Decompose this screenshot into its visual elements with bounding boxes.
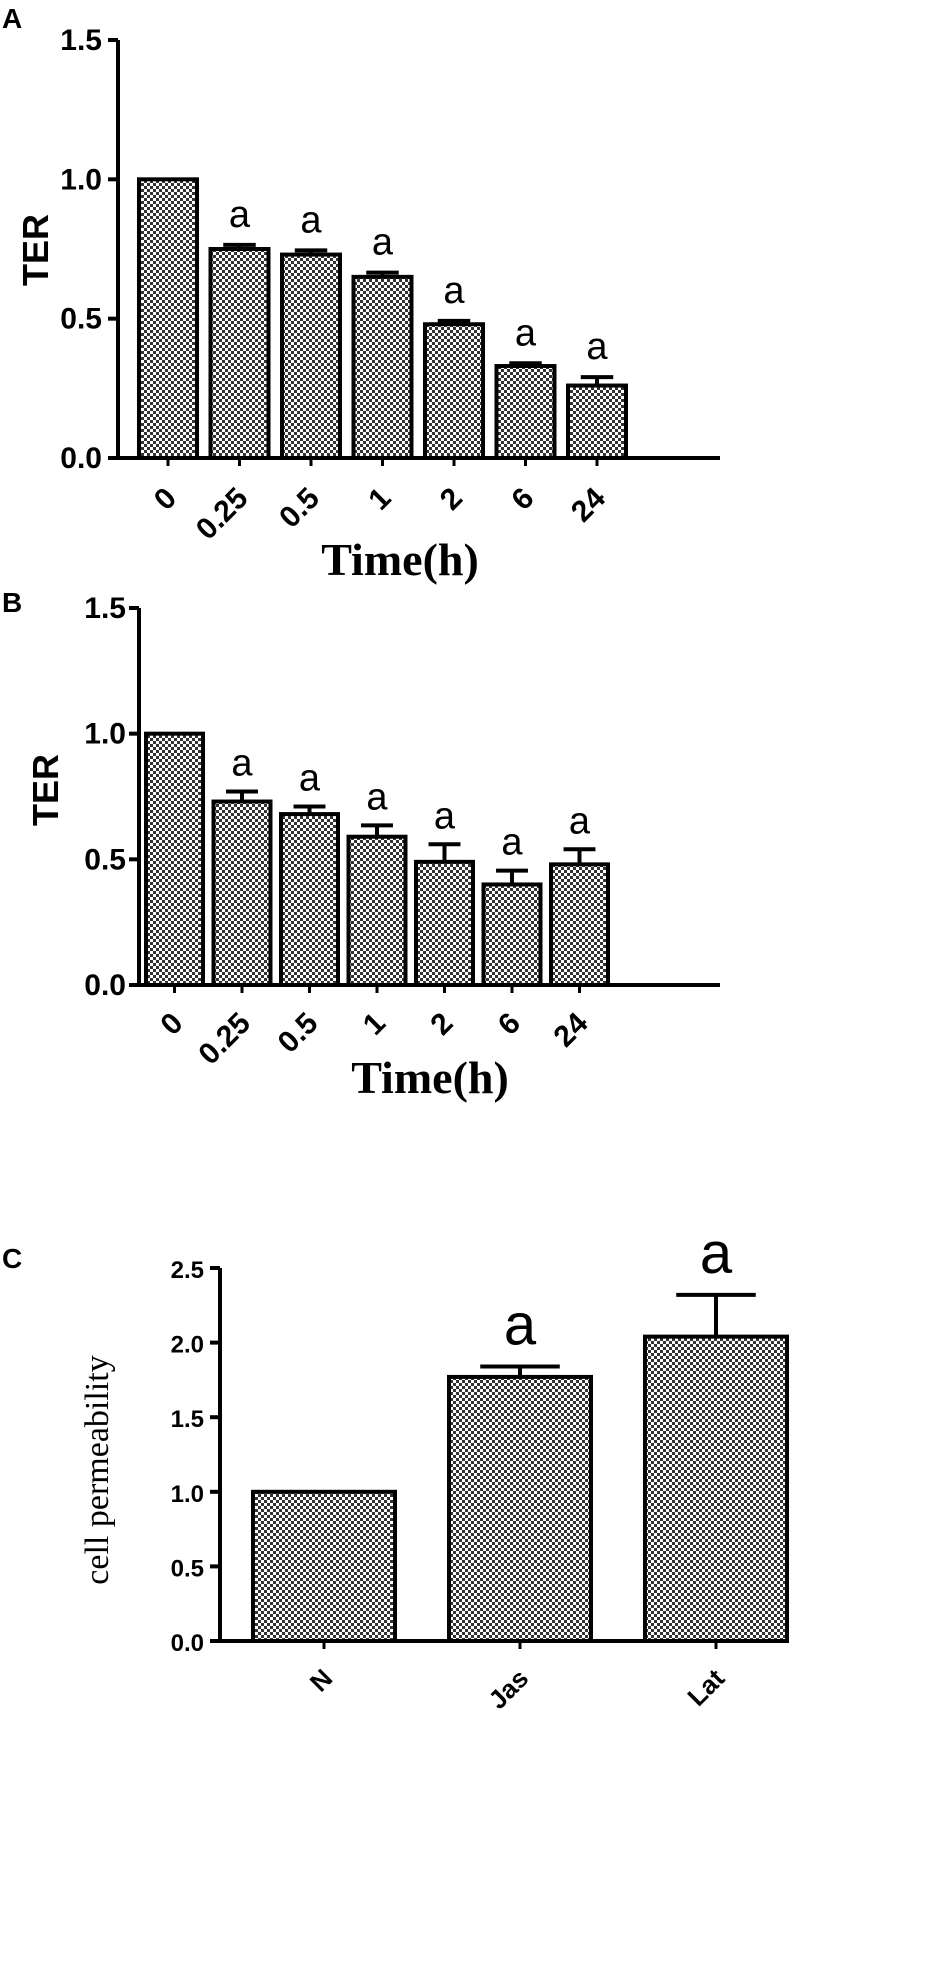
significance-label: a	[515, 312, 537, 354]
x-tick-label: 6	[505, 482, 540, 517]
bar	[251, 1489, 397, 1644]
x-tick-label: Lat	[681, 1663, 730, 1712]
y-axis-label: TER	[15, 214, 56, 286]
significance-label: a	[299, 758, 321, 800]
x-tick-label: 1	[357, 1007, 392, 1042]
bar	[447, 1374, 593, 1644]
bar	[414, 859, 475, 988]
y-axis-label: TER	[25, 754, 66, 826]
y-tick-label: 0.0	[171, 1630, 204, 1657]
x-tick-label: N	[304, 1663, 338, 1697]
significance-label: a	[372, 222, 394, 264]
significance-label: a	[434, 795, 456, 837]
significance-label: a	[569, 800, 591, 842]
panel-letter: B	[2, 587, 22, 618]
bar	[494, 364, 557, 461]
significance-label: a	[586, 326, 608, 368]
panel-c-chart: C 0.0 0.5 1.0 1.5 2.0 2.5 Na Jas a Lat cell permeab…	[2, 1221, 789, 1715]
significance-label: a	[366, 776, 388, 818]
y-tick-label: 1.0	[84, 718, 126, 751]
bar	[549, 862, 610, 987]
x-tick-label: Jas	[482, 1663, 534, 1715]
bar	[481, 882, 543, 988]
bar	[137, 177, 199, 460]
y-axis-label: cell permeability	[79, 1355, 116, 1584]
significance-label: a	[231, 742, 253, 784]
x-tick-label: 0	[154, 1007, 189, 1042]
significance-label: a	[300, 199, 322, 241]
x-tick-label: 2	[424, 1007, 459, 1042]
bar	[279, 812, 340, 987]
bar	[423, 322, 485, 460]
significance-label: a	[504, 1292, 537, 1357]
y-tick-label: 0.0	[84, 969, 126, 1002]
x-tick-label: 1	[362, 482, 397, 517]
x-tick-label: 24	[548, 1006, 595, 1053]
bar	[280, 252, 342, 460]
y-tick-label: 1.5	[171, 1406, 204, 1433]
bar	[351, 274, 414, 460]
x-tick-label: 0	[148, 482, 183, 517]
bar	[144, 731, 205, 988]
significance-label: a	[229, 194, 251, 236]
y-tick-label: 0.5	[60, 303, 102, 336]
y-tick-label: 2.0	[171, 1332, 204, 1359]
y-tick-label: 1.0	[171, 1481, 204, 1508]
y-tick-label: 0.5	[171, 1555, 204, 1582]
panel-letter: C	[2, 1243, 22, 1274]
x-axis-label: Time(h)	[321, 534, 479, 585]
x-tick-label: 2	[434, 482, 469, 517]
x-axis-label: Time(h)	[351, 1052, 509, 1103]
y-tick-label: 0.5	[84, 843, 126, 876]
bar	[346, 834, 408, 987]
bar	[211, 799, 273, 987]
x-tick-label: 0.25	[192, 1007, 257, 1072]
x-tick-label: 6	[492, 1007, 527, 1042]
x-tick-label: 0.25	[190, 482, 255, 547]
panel-b-chart: B 0.0 0.5 1.0 1.5 0 a 0.25 a 0.5 a 1 a 2 a 6 a 24 TER Time(…	[2, 587, 720, 1103]
y-tick-label: 0.0	[60, 442, 102, 475]
significance-label: a	[443, 270, 465, 312]
significance-label: a	[501, 822, 523, 864]
bar	[643, 1334, 789, 1643]
x-tick-label: 0.5	[272, 1007, 325, 1060]
y-tick-label: 1.0	[60, 163, 102, 196]
panel-letter: A	[2, 3, 22, 34]
y-tick-label: 1.5	[84, 592, 126, 625]
bar	[566, 383, 628, 460]
panel-a-chart: A 0.0 0.5 1.0 1.5 0 a 0.25 a 0.5 a 1 a 2 a 6 a 24 TER Time(…	[2, 3, 720, 585]
significance-label: a	[700, 1221, 733, 1286]
bar	[208, 247, 271, 460]
y-tick-label: 1.5	[60, 24, 102, 57]
x-tick-label: 0.5	[273, 482, 326, 535]
y-tick-label: 2.5	[171, 1257, 204, 1284]
x-tick-label: 24	[565, 481, 612, 528]
